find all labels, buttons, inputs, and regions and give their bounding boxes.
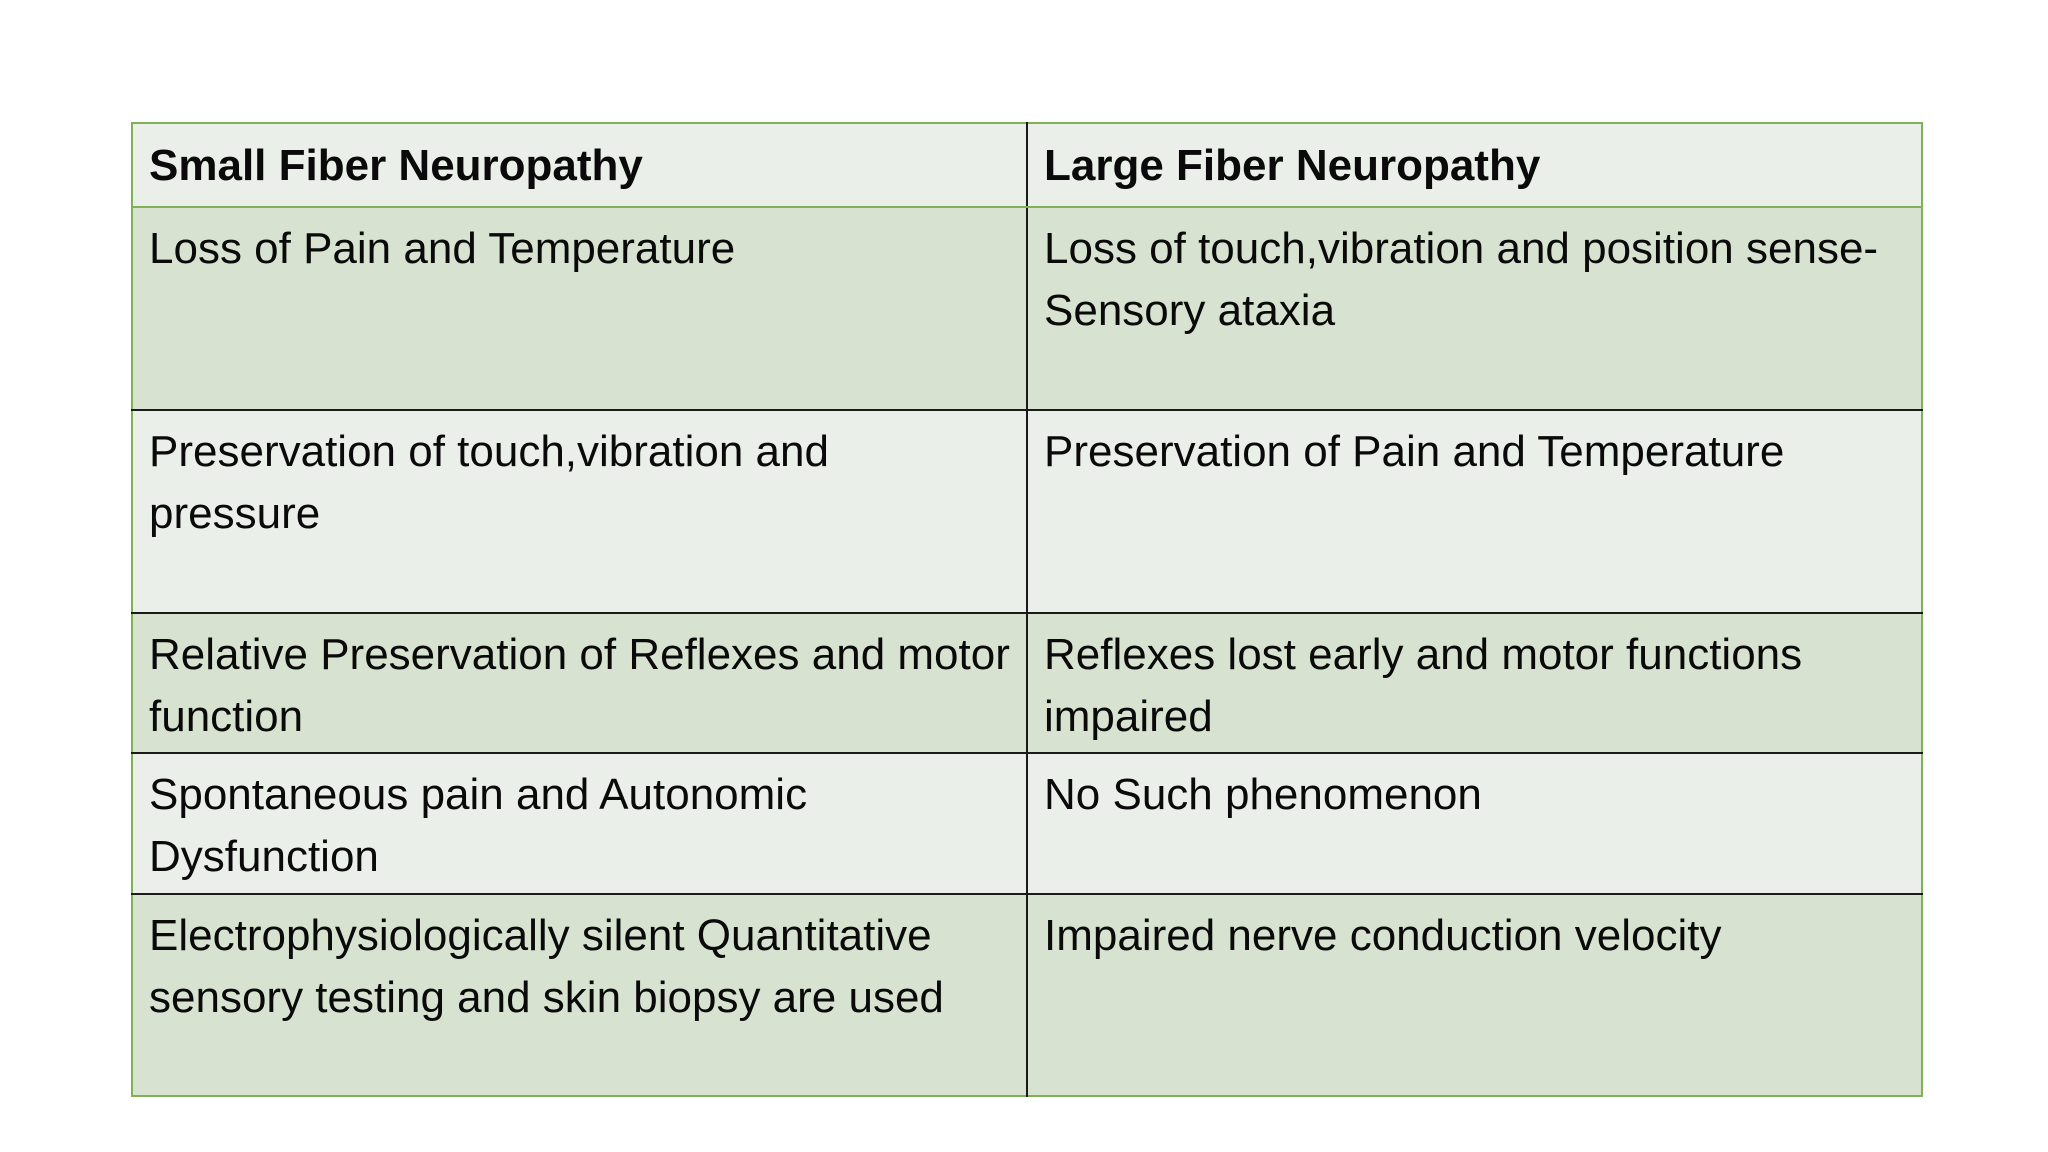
header-large-fiber: Large Fiber Neuropathy (1027, 123, 1922, 208)
table-row: Loss of Pain and Temperature Loss of tou… (132, 207, 1922, 411)
table-row: Electrophysiologically silent Quantitati… (132, 894, 1922, 1096)
cell-large-fiber: Impaired nerve conduction velocity (1027, 894, 1922, 1096)
header-row: Small Fiber Neuropathy Large Fiber Neuro… (132, 123, 1922, 208)
cell-large-fiber: No Such phenomenon (1027, 753, 1922, 895)
cell-small-fiber: Spontaneous pain and Autonomic Dysfuncti… (132, 753, 1028, 895)
cell-large-fiber: Loss of touch,vibration and position sen… (1027, 207, 1922, 411)
cell-small-fiber: Electrophysiologically silent Quantitati… (132, 894, 1028, 1096)
cell-small-fiber: Loss of Pain and Temperature (132, 207, 1028, 411)
table-row: Preservation of touch,vibration and pres… (132, 410, 1922, 614)
cell-small-fiber: Relative Preservation of Reflexes and mo… (132, 613, 1028, 754)
header-small-fiber: Small Fiber Neuropathy (132, 123, 1028, 208)
comparison-table: Small Fiber Neuropathy Large Fiber Neuro… (131, 122, 1923, 1097)
table-row: Relative Preservation of Reflexes and mo… (132, 613, 1922, 754)
table-row: Spontaneous pain and Autonomic Dysfuncti… (132, 753, 1922, 895)
cell-large-fiber: Reflexes lost early and motor functions … (1027, 613, 1922, 754)
cell-large-fiber: Preservation of Pain and Temperature (1027, 410, 1922, 614)
cell-small-fiber: Preservation of touch,vibration and pres… (132, 410, 1028, 614)
